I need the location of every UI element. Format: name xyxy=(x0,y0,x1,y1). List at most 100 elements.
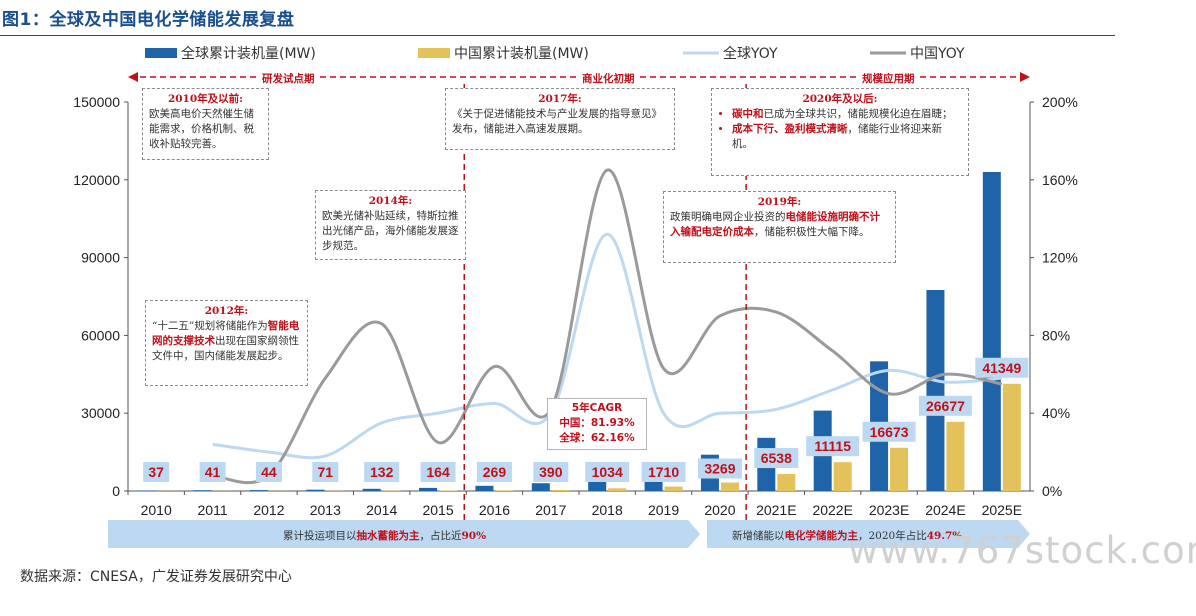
bar-china xyxy=(720,482,739,491)
data-label-bg xyxy=(255,462,282,482)
annotation-2010-body: 欧美高电价天然催生储能需求，价格机制、税收补贴较完善。 xyxy=(149,108,254,150)
data-label-bg xyxy=(476,462,512,482)
annotation-2014-head: 2014年: xyxy=(368,195,413,207)
y-tick-label-left: 30000 xyxy=(81,405,120,421)
data-label-bg xyxy=(754,448,799,469)
x-tick-label: 2011 xyxy=(198,502,228,518)
y-tick-label-left: 150000 xyxy=(73,94,120,110)
x-tick-label: 2021E xyxy=(756,502,796,518)
cagr-box: 5年CAGR 中国：81.93% 全球：62.16% xyxy=(547,398,647,450)
x-tick-label: 2022E xyxy=(812,502,852,518)
cagr-global: 全球：62.16% xyxy=(559,432,635,444)
legend-label: 全球累计装机量(MW) xyxy=(181,45,316,62)
y-tick-label-right: 200% xyxy=(1042,94,1078,110)
x-tick-label: 2020 xyxy=(704,502,735,518)
annotation-2020-point-2: 成本下行、盈利模式清晰，储能行业将迎来新机。 xyxy=(732,122,962,152)
data-label: 26677 xyxy=(926,398,965,414)
annotation-2019-head: 2019年: xyxy=(757,196,802,208)
data-label-bg xyxy=(697,458,742,479)
bar-china xyxy=(833,462,852,491)
bar-global xyxy=(193,490,212,491)
bar-global xyxy=(306,489,325,491)
phase-label-early-commercial: 商业化初期 xyxy=(578,71,639,86)
figure-title: 图1：全球及中国电化学储能发展复盘 xyxy=(2,10,295,30)
annotation-2017-head: 2017年: xyxy=(538,93,582,105)
data-label-bg xyxy=(975,357,1029,378)
y-tick-label-right: 120% xyxy=(1042,250,1078,266)
data-label: 1710 xyxy=(648,464,679,480)
bar-china xyxy=(495,490,514,491)
bar-china xyxy=(608,488,627,491)
annotation-2020-point-1: 碳中和已成为全球共识，储能规模化迫在眉睫； xyxy=(732,107,962,122)
x-tick-label: 2017 xyxy=(535,502,566,518)
bar-global xyxy=(982,172,1001,491)
data-label-bg xyxy=(918,395,972,416)
bar-china xyxy=(1002,383,1021,491)
x-tick-label: 2019 xyxy=(648,502,679,518)
y-tick-label-right: 0% xyxy=(1042,483,1062,499)
data-label: 1034 xyxy=(592,464,623,480)
data-label-bg xyxy=(420,462,456,482)
annotation-2012-body: “十二五”规划将储能作为智能电网的支撑技术出现在国家纲领性文件中，国内储能发展起… xyxy=(152,320,300,362)
bar-global xyxy=(531,483,550,491)
data-label: 41 xyxy=(205,464,221,480)
data-label: 16673 xyxy=(870,424,909,440)
annotation-2010-head: 2010年及以前: xyxy=(167,93,244,105)
data-label: 44 xyxy=(261,464,277,480)
annotation-2019: 2019年: 政策明确电网企业投资的电储能设施明确不计入输配电定价成本，储能积极… xyxy=(663,191,896,263)
annotation-2014-body: 欧美光储补贴延续，特斯拉推出光储产品，海外储能发展逐步规范。 xyxy=(322,210,459,252)
watermark: www.767stock.com xyxy=(848,529,1196,572)
x-tick-label: 2014 xyxy=(366,502,397,518)
data-label: 390 xyxy=(539,464,563,480)
data-label: 132 xyxy=(370,464,394,480)
bar-global xyxy=(249,490,268,491)
annotation-2012-head: 2012年: xyxy=(204,305,249,317)
x-tick-label: 2025E xyxy=(982,502,1022,518)
data-label-bg xyxy=(533,462,569,482)
annotation-2017-body: 《关于促进储能技术与产业发展的指导意见》发布，储能进入高速发展期。 xyxy=(452,108,662,135)
annotation-2019-body: 政策明确电网企业投资的电储能设施明确不计入输配电定价成本，储能积极性大幅下降。 xyxy=(670,211,880,238)
annotation-2014: 2014年: 欧美光储补贴延续，特斯拉推出光储产品，海外储能发展逐步规范。 xyxy=(315,190,466,260)
data-label-bg xyxy=(199,462,226,482)
bar-china xyxy=(890,447,909,491)
bar-global xyxy=(362,488,381,491)
data-label: 3269 xyxy=(704,461,735,477)
x-tick-label: 2018 xyxy=(592,502,623,518)
legend-label: 中国YOY xyxy=(910,46,965,62)
bar-china xyxy=(551,489,570,491)
data-label-bg xyxy=(862,421,916,442)
annotation-2020: 2020年及以后: 碳中和已成为全球共识，储能规模化迫在眉睫； 成本下行、盈利模… xyxy=(711,88,969,176)
y-tick-label-right: 160% xyxy=(1042,172,1078,188)
bar-china xyxy=(664,486,683,491)
y-tick-label-left: 120000 xyxy=(73,172,120,188)
phase-label-pilot: 研发试点期 xyxy=(258,71,319,86)
bar-global xyxy=(475,485,494,491)
data-label-bg xyxy=(806,436,860,457)
data-label: 164 xyxy=(426,464,450,480)
y-tick-label-left: 0 xyxy=(112,483,120,499)
y-tick-label-left: 90000 xyxy=(81,250,120,266)
band-text-left: 累计投运项目以抽水蓄能为主，占比近90% xyxy=(283,530,487,542)
phase-label-scale: 规模应用期 xyxy=(858,71,919,86)
x-tick-label: 2015 xyxy=(422,502,453,518)
x-tick-label: 2016 xyxy=(479,502,510,518)
band-arrow-right xyxy=(707,520,1030,548)
band-arrow-left xyxy=(108,520,700,548)
data-label: 71 xyxy=(318,464,334,480)
phase-arrow-head-left xyxy=(128,72,138,82)
x-tick-label: 2013 xyxy=(310,502,341,518)
data-label-bg xyxy=(585,462,630,482)
band-text-right: 新增储能以电化学储能为主，2020年占比49.7% xyxy=(732,530,963,542)
phase-arrow-head-right xyxy=(1020,72,1030,82)
data-label: 41349 xyxy=(982,360,1021,376)
x-tick-label: 2023E xyxy=(869,502,909,518)
annotation-2017: 2017年: 《关于促进储能技术与产业发展的指导意见》发布，储能进入高速发展期。 xyxy=(445,88,675,150)
y-tick-label-right: 40% xyxy=(1042,405,1070,421)
line-china-yoy xyxy=(212,168,1003,485)
data-label-bg xyxy=(312,462,339,482)
bar-global xyxy=(137,490,156,491)
cagr-china: 中国：81.93% xyxy=(559,417,635,429)
legend-label: 中国累计装机量(MW) xyxy=(454,46,589,62)
x-tick-label: 2012 xyxy=(253,502,284,518)
